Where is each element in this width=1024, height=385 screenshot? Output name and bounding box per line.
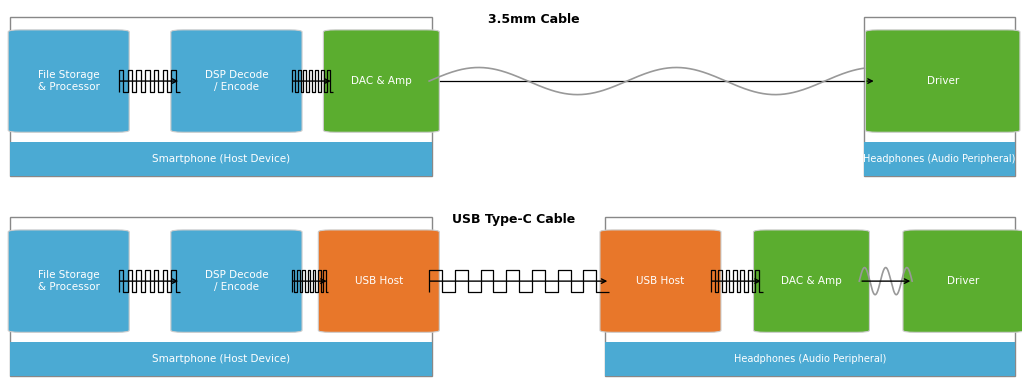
Text: Smartphone (Host Device): Smartphone (Host Device) [153, 354, 290, 364]
Bar [10, 17, 432, 176]
Text: USB Type-C Cable: USB Type-C Cable [452, 213, 575, 226]
Text: DSP Decode
/ Encode: DSP Decode / Encode [205, 270, 268, 292]
Text: DSP Decode
/ Encode: DSP Decode / Encode [205, 70, 268, 92]
FancyBboxPatch shape [324, 30, 439, 132]
Bar [10, 217, 432, 376]
FancyBboxPatch shape [865, 30, 1020, 132]
FancyBboxPatch shape [171, 30, 302, 132]
Text: Headphones (Audio Peripheral): Headphones (Audio Peripheral) [863, 154, 1016, 164]
Text: Headphones (Audio Peripheral): Headphones (Audio Peripheral) [734, 354, 886, 364]
Text: Driver: Driver [947, 276, 980, 286]
Text: File Storage
& Processor: File Storage & Processor [38, 70, 99, 92]
Text: Driver: Driver [927, 76, 958, 86]
FancyBboxPatch shape [171, 230, 302, 332]
Bar [864, 17, 1015, 176]
Text: Smartphone (Host Device): Smartphone (Host Device) [153, 154, 290, 164]
FancyBboxPatch shape [8, 30, 129, 132]
FancyBboxPatch shape [10, 142, 432, 176]
FancyBboxPatch shape [864, 142, 1015, 176]
Text: USB Host: USB Host [354, 276, 402, 286]
FancyBboxPatch shape [8, 230, 129, 332]
Text: USB Host: USB Host [636, 276, 685, 286]
Bar [605, 217, 1015, 376]
FancyBboxPatch shape [318, 230, 439, 332]
Text: DAC & Amp: DAC & Amp [351, 76, 412, 86]
FancyBboxPatch shape [903, 230, 1024, 332]
FancyBboxPatch shape [605, 342, 1015, 376]
FancyBboxPatch shape [754, 230, 869, 332]
Text: DAC & Amp: DAC & Amp [781, 276, 842, 286]
Text: 3.5mm Cable: 3.5mm Cable [488, 13, 580, 26]
Text: File Storage
& Processor: File Storage & Processor [38, 270, 99, 292]
FancyBboxPatch shape [10, 342, 432, 376]
FancyBboxPatch shape [600, 230, 721, 332]
